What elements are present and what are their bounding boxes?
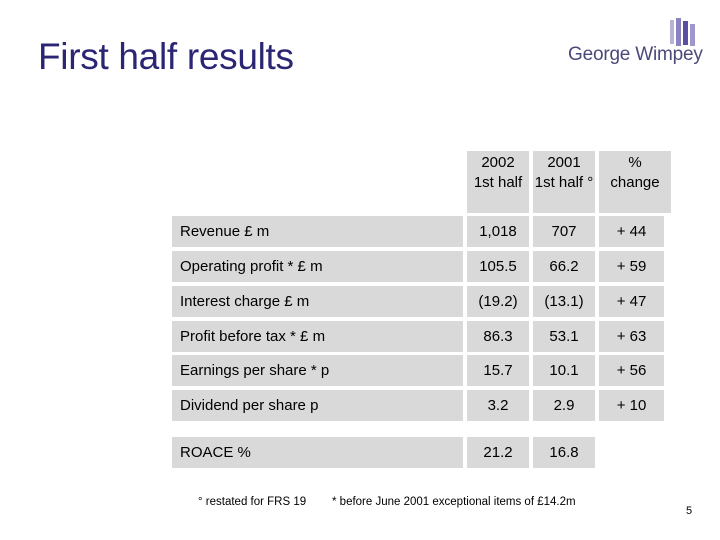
header-line: change [610, 174, 660, 191]
column-header-2002: 2002 1st half [467, 151, 529, 213]
value-2002: 3.2 [467, 390, 529, 421]
footnote-restated: ° restated for FRS 19 [198, 496, 307, 508]
row-label: Revenue £ m [172, 216, 463, 247]
footnote-exceptional: * before June 2001 exceptional items of … [332, 496, 576, 508]
row-label: Dividend per share p [172, 390, 463, 421]
value-change: + 47 [599, 286, 664, 317]
value-change: + 63 [599, 321, 664, 352]
roace-row: ROACE % 21.2 16.8 [172, 437, 672, 468]
page-number: 5 [686, 505, 693, 517]
value-change: + 44 [599, 216, 664, 247]
header-line: % [628, 154, 642, 171]
value-2001: 66.2 [533, 251, 595, 282]
header-line: 1st half [473, 174, 523, 191]
value-change: + 59 [599, 251, 664, 282]
value-2002: 15.7 [467, 355, 529, 386]
slide-title: First half results [38, 36, 294, 77]
value-change: + 10 [599, 390, 664, 421]
header-line: 2001 [547, 154, 581, 171]
column-header-2001: 2001 1st half ° [533, 151, 595, 213]
value-2001: (13.1) [533, 286, 595, 317]
row-label: Earnings per share * p [172, 355, 463, 386]
value-2002: 1,018 [467, 216, 529, 247]
value-2001: 10.1 [533, 355, 595, 386]
table-row: Revenue £ m 1,018 707 + 44 [172, 216, 672, 247]
table-row: Interest charge £ m (19.2) (13.1) + 47 [172, 286, 672, 317]
header-line: 2002 [481, 154, 515, 171]
row-label: Operating profit * £ m [172, 251, 463, 282]
george-wimpey-logo-icon [670, 18, 695, 46]
header-line: 1st half ° [534, 174, 594, 191]
table-row: Profit before tax * £ m 86.3 53.1 + 63 [172, 321, 672, 352]
value-2002: 86.3 [467, 321, 529, 352]
value-2001: 707 [533, 216, 595, 247]
row-label: ROACE % [172, 437, 463, 468]
table-row: Dividend per share p 3.2 2.9 + 10 [172, 390, 672, 421]
value-2002: 105.5 [467, 251, 529, 282]
row-label: Profit before tax * £ m [172, 321, 463, 352]
row-label: Interest charge £ m [172, 286, 463, 317]
table-row: Earnings per share * p 15.7 10.1 + 56 [172, 355, 672, 386]
value-2001: 2.9 [533, 390, 595, 421]
value-2002: (19.2) [467, 286, 529, 317]
value-2001: 53.1 [533, 321, 595, 352]
value-2001: 16.8 [533, 437, 595, 468]
column-header-change: % change [599, 151, 671, 213]
value-2002: 21.2 [467, 437, 529, 468]
table-row: Operating profit * £ m 105.5 66.2 + 59 [172, 251, 672, 282]
logo-text: George Wimpey [568, 44, 703, 65]
value-change: + 56 [599, 355, 664, 386]
